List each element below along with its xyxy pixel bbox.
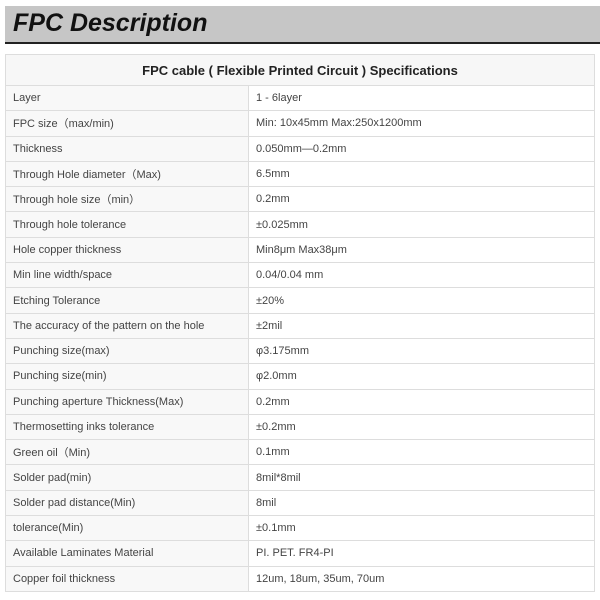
spec-label: Layer (5, 84, 249, 112)
spec-label: Min line width/space (5, 262, 249, 289)
spec-label: FPC size（max/min) (5, 110, 249, 137)
spec-label: Etching Tolerance (5, 287, 249, 314)
spec-label: Hole copper thickness (5, 236, 249, 264)
spec-label: Punching size(max) (5, 337, 249, 365)
table-row: The accuracy of the pattern on the hole ±… (5, 312, 595, 339)
spec-label: Green oil（Min) (5, 439, 249, 466)
table-row: tolerance(Min) ±0.1mm (5, 515, 595, 542)
spec-label: The accuracy of the pattern on the hole (5, 312, 249, 339)
table-row: Through hole tolerance ±0.025mm (5, 211, 595, 238)
spec-value: ±20% (248, 287, 595, 314)
table-row: Punching size(min) φ2.0mm (5, 363, 595, 390)
spec-table: FPC cable ( Flexible Printed Circuit ) S… (5, 54, 595, 592)
table-row: Through Hole diameter（Max) 6.5mm (5, 160, 595, 188)
spec-value: φ3.175mm (248, 337, 595, 365)
table-row: Thickness 0.050mm—0.2mm (5, 135, 595, 162)
spec-value: Min: 10x45mm Max:250x1200mm (248, 110, 595, 137)
spec-label: Through hole size（min） (5, 186, 249, 213)
spec-label: Through Hole diameter（Max) (5, 160, 249, 188)
spec-label: Solder pad distance(Min) (5, 489, 249, 517)
table-row: Thermosetting inks tolerance ±0.2mm (5, 413, 595, 441)
spec-label: Punching aperture Thickness(Max) (5, 388, 249, 415)
spec-label: Available Laminates Material (5, 540, 249, 567)
spec-value: 12um, 18um, 35um, 70um (248, 565, 595, 592)
spec-value: 0.1mm (248, 439, 595, 466)
spec-label: Through hole tolerance (5, 211, 249, 238)
table-row: Solder pad(min) 8mil*8mil (5, 464, 595, 491)
spec-label: tolerance(Min) (5, 515, 249, 542)
spec-value: 0.050mm—0.2mm (248, 135, 595, 162)
spec-label: Thickness (5, 135, 249, 162)
table-row: Copper foil thickness 12um, 18um, 35um, 7… (5, 565, 595, 592)
spec-value: 0.04/0.04 mm (248, 262, 595, 289)
table-row: Punching aperture Thickness(Max) 0.2mm (5, 388, 595, 415)
table-row: Layer 1 - 6layer (5, 84, 595, 112)
table-row: Available Laminates Material PI. PET. FR4… (5, 540, 595, 567)
table-row: Etching Tolerance ±20% (5, 287, 595, 314)
spec-value: Min8μm Max38μm (248, 236, 595, 264)
spec-label: Punching size(min) (5, 363, 249, 390)
table-row: FPC size（max/min) Min: 10x45mm Max:250x12… (5, 110, 595, 137)
spec-value: 8mil*8mil (248, 464, 595, 491)
spec-value: 0.2mm (248, 186, 595, 213)
spec-value: PI. PET. FR4-PI (248, 540, 595, 567)
table-row: Min line width/space 0.04/0.04 mm (5, 262, 595, 289)
table-row: Solder pad distance(Min) 8mil (5, 489, 595, 517)
spec-value: ±0.025mm (248, 211, 595, 238)
spec-value: ±2mil (248, 312, 595, 339)
spec-value: 1 - 6layer (248, 84, 595, 112)
table-header: FPC cable ( Flexible Printed Circuit ) S… (5, 54, 595, 86)
spec-value: 6.5mm (248, 160, 595, 188)
spec-label: Copper foil thickness (5, 565, 249, 592)
spec-label: Solder pad(min) (5, 464, 249, 491)
title-bar: FPC Description (5, 6, 600, 44)
spec-value: ±0.2mm (248, 413, 595, 441)
spec-value: 0.2mm (248, 388, 595, 415)
table-row: Green oil（Min) 0.1mm (5, 439, 595, 466)
spec-value: 8mil (248, 489, 595, 517)
spec-value: ±0.1mm (248, 515, 595, 542)
page-title: FPC Description (13, 9, 208, 37)
spec-value: φ2.0mm (248, 363, 595, 390)
table-row: Through hole size（min） 0.2mm (5, 186, 595, 213)
spec-label: Thermosetting inks tolerance (5, 413, 249, 441)
table-row: Punching size(max) φ3.175mm (5, 337, 595, 365)
table-row: Hole copper thickness Min8μm Max38μm (5, 236, 595, 264)
